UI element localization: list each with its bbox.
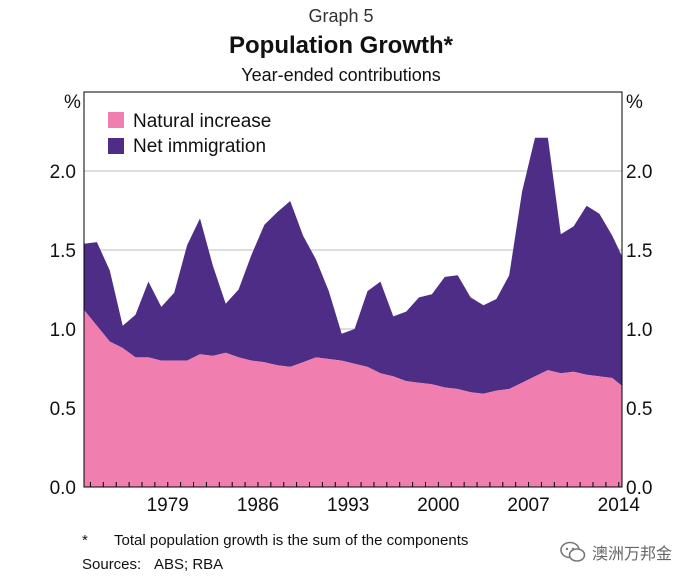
legend-swatch-natural-increase [108, 112, 124, 128]
sources: Sources: ABS; RBA [82, 556, 223, 573]
legend-label-net-immigration: Net immigration [133, 136, 266, 157]
legend: Natural increase Net immigration [108, 111, 271, 157]
chart-subtitle: Year-ended contributions [241, 65, 441, 85]
y-tick-label-right: 1.5 [626, 241, 652, 262]
footnote: * Total population growth is the sum of t… [82, 532, 468, 549]
y-tick-label-left: 0.0 [50, 478, 76, 499]
footnote-text: Total population growth is the sum of th… [114, 532, 469, 549]
sources-label: Sources: [82, 556, 142, 573]
x-tick-label: 1993 [327, 495, 369, 516]
y-tick-label-right: 0.0 [626, 478, 652, 499]
x-tick-label: 2000 [417, 495, 459, 516]
series-area-natural-increase [84, 310, 622, 487]
series-area-net-immigration [84, 137, 622, 394]
y-unit-right: % [626, 92, 643, 113]
wechat-icon [560, 541, 586, 562]
watermark-text: 澳洲万邦金 [591, 546, 672, 563]
sources-text: ABS; RBA [154, 556, 224, 573]
graph-label: Graph 5 [308, 6, 374, 26]
y-tick-label-left: 2.0 [50, 162, 76, 183]
plot-frame [83, 91, 623, 488]
legend-label-natural-increase: Natural increase [133, 111, 271, 132]
y-tick-label-left: 1.0 [50, 320, 76, 341]
chart-title: Population Growth* [229, 32, 453, 59]
y-tick-label-right: 1.0 [626, 320, 652, 341]
y-tick-label-right: 2.0 [626, 162, 652, 183]
axis-ticks [89, 482, 620, 487]
axis-labels: 0.0 0.0 0.5 0.5 1.0 1.0 1.5 1.5 2.0 2.0% % 1979 1986… [50, 92, 653, 516]
legend-swatch-net-immigration [108, 138, 124, 154]
y-tick-label-left: 1.5 [50, 241, 76, 262]
watermark: 澳洲万邦金 [560, 540, 672, 564]
x-tick-label: 1979 [147, 495, 189, 516]
x-tick-label: 1986 [237, 495, 279, 516]
stacked-areas [84, 137, 622, 487]
y-unit-left: % [64, 92, 81, 113]
y-tick-label-right: 0.5 [626, 399, 652, 420]
x-tick-label: 2007 [507, 495, 549, 516]
x-tick-label: 2014 [598, 495, 641, 516]
footnote-marker: * [82, 532, 88, 549]
y-tick-label-left: 0.5 [50, 399, 76, 420]
